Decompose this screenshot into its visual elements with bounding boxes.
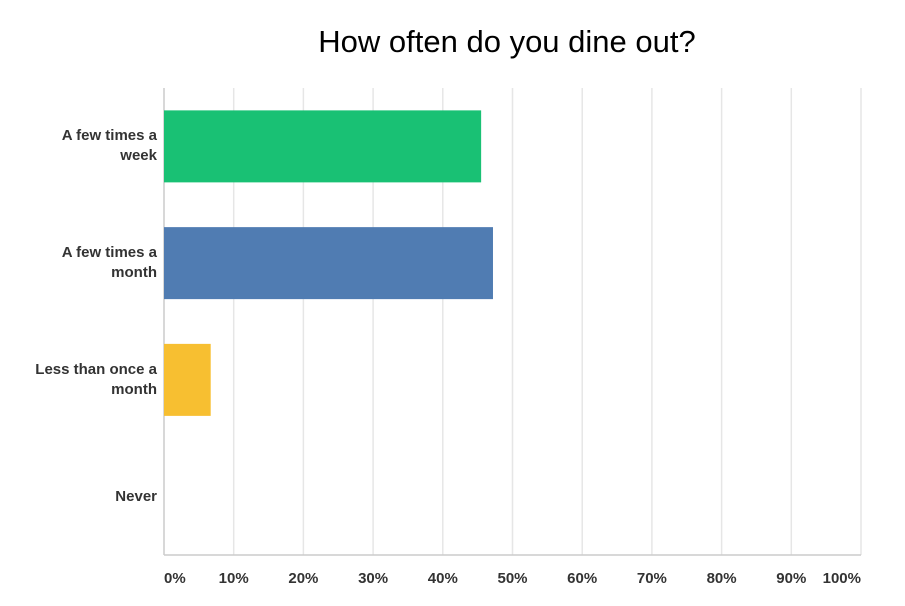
- x-tick-label: 80%: [707, 570, 737, 587]
- x-tick-label: 20%: [288, 570, 318, 587]
- x-tick-label: 30%: [358, 570, 388, 587]
- bar: [164, 110, 482, 183]
- y-tick-label: Less than once a month: [35, 360, 157, 398]
- y-tick-label: Never: [115, 487, 157, 505]
- x-tick-label: 40%: [428, 570, 458, 587]
- y-tick-label: A few times a week: [61, 127, 157, 165]
- x-tick-label: 90%: [776, 570, 806, 587]
- x-tick-label: 100%: [823, 570, 861, 587]
- bar: [164, 227, 493, 300]
- x-tick-label: 50%: [497, 570, 527, 587]
- y-tick-label: A few times a month: [61, 244, 157, 282]
- chart-title: How often do you dine out?: [318, 24, 695, 59]
- x-tick-label: 10%: [219, 570, 249, 587]
- x-tick-label: 60%: [567, 570, 597, 587]
- x-tick-label: 0%: [164, 570, 186, 587]
- bar: [164, 343, 211, 416]
- x-tick-label: 70%: [637, 570, 667, 587]
